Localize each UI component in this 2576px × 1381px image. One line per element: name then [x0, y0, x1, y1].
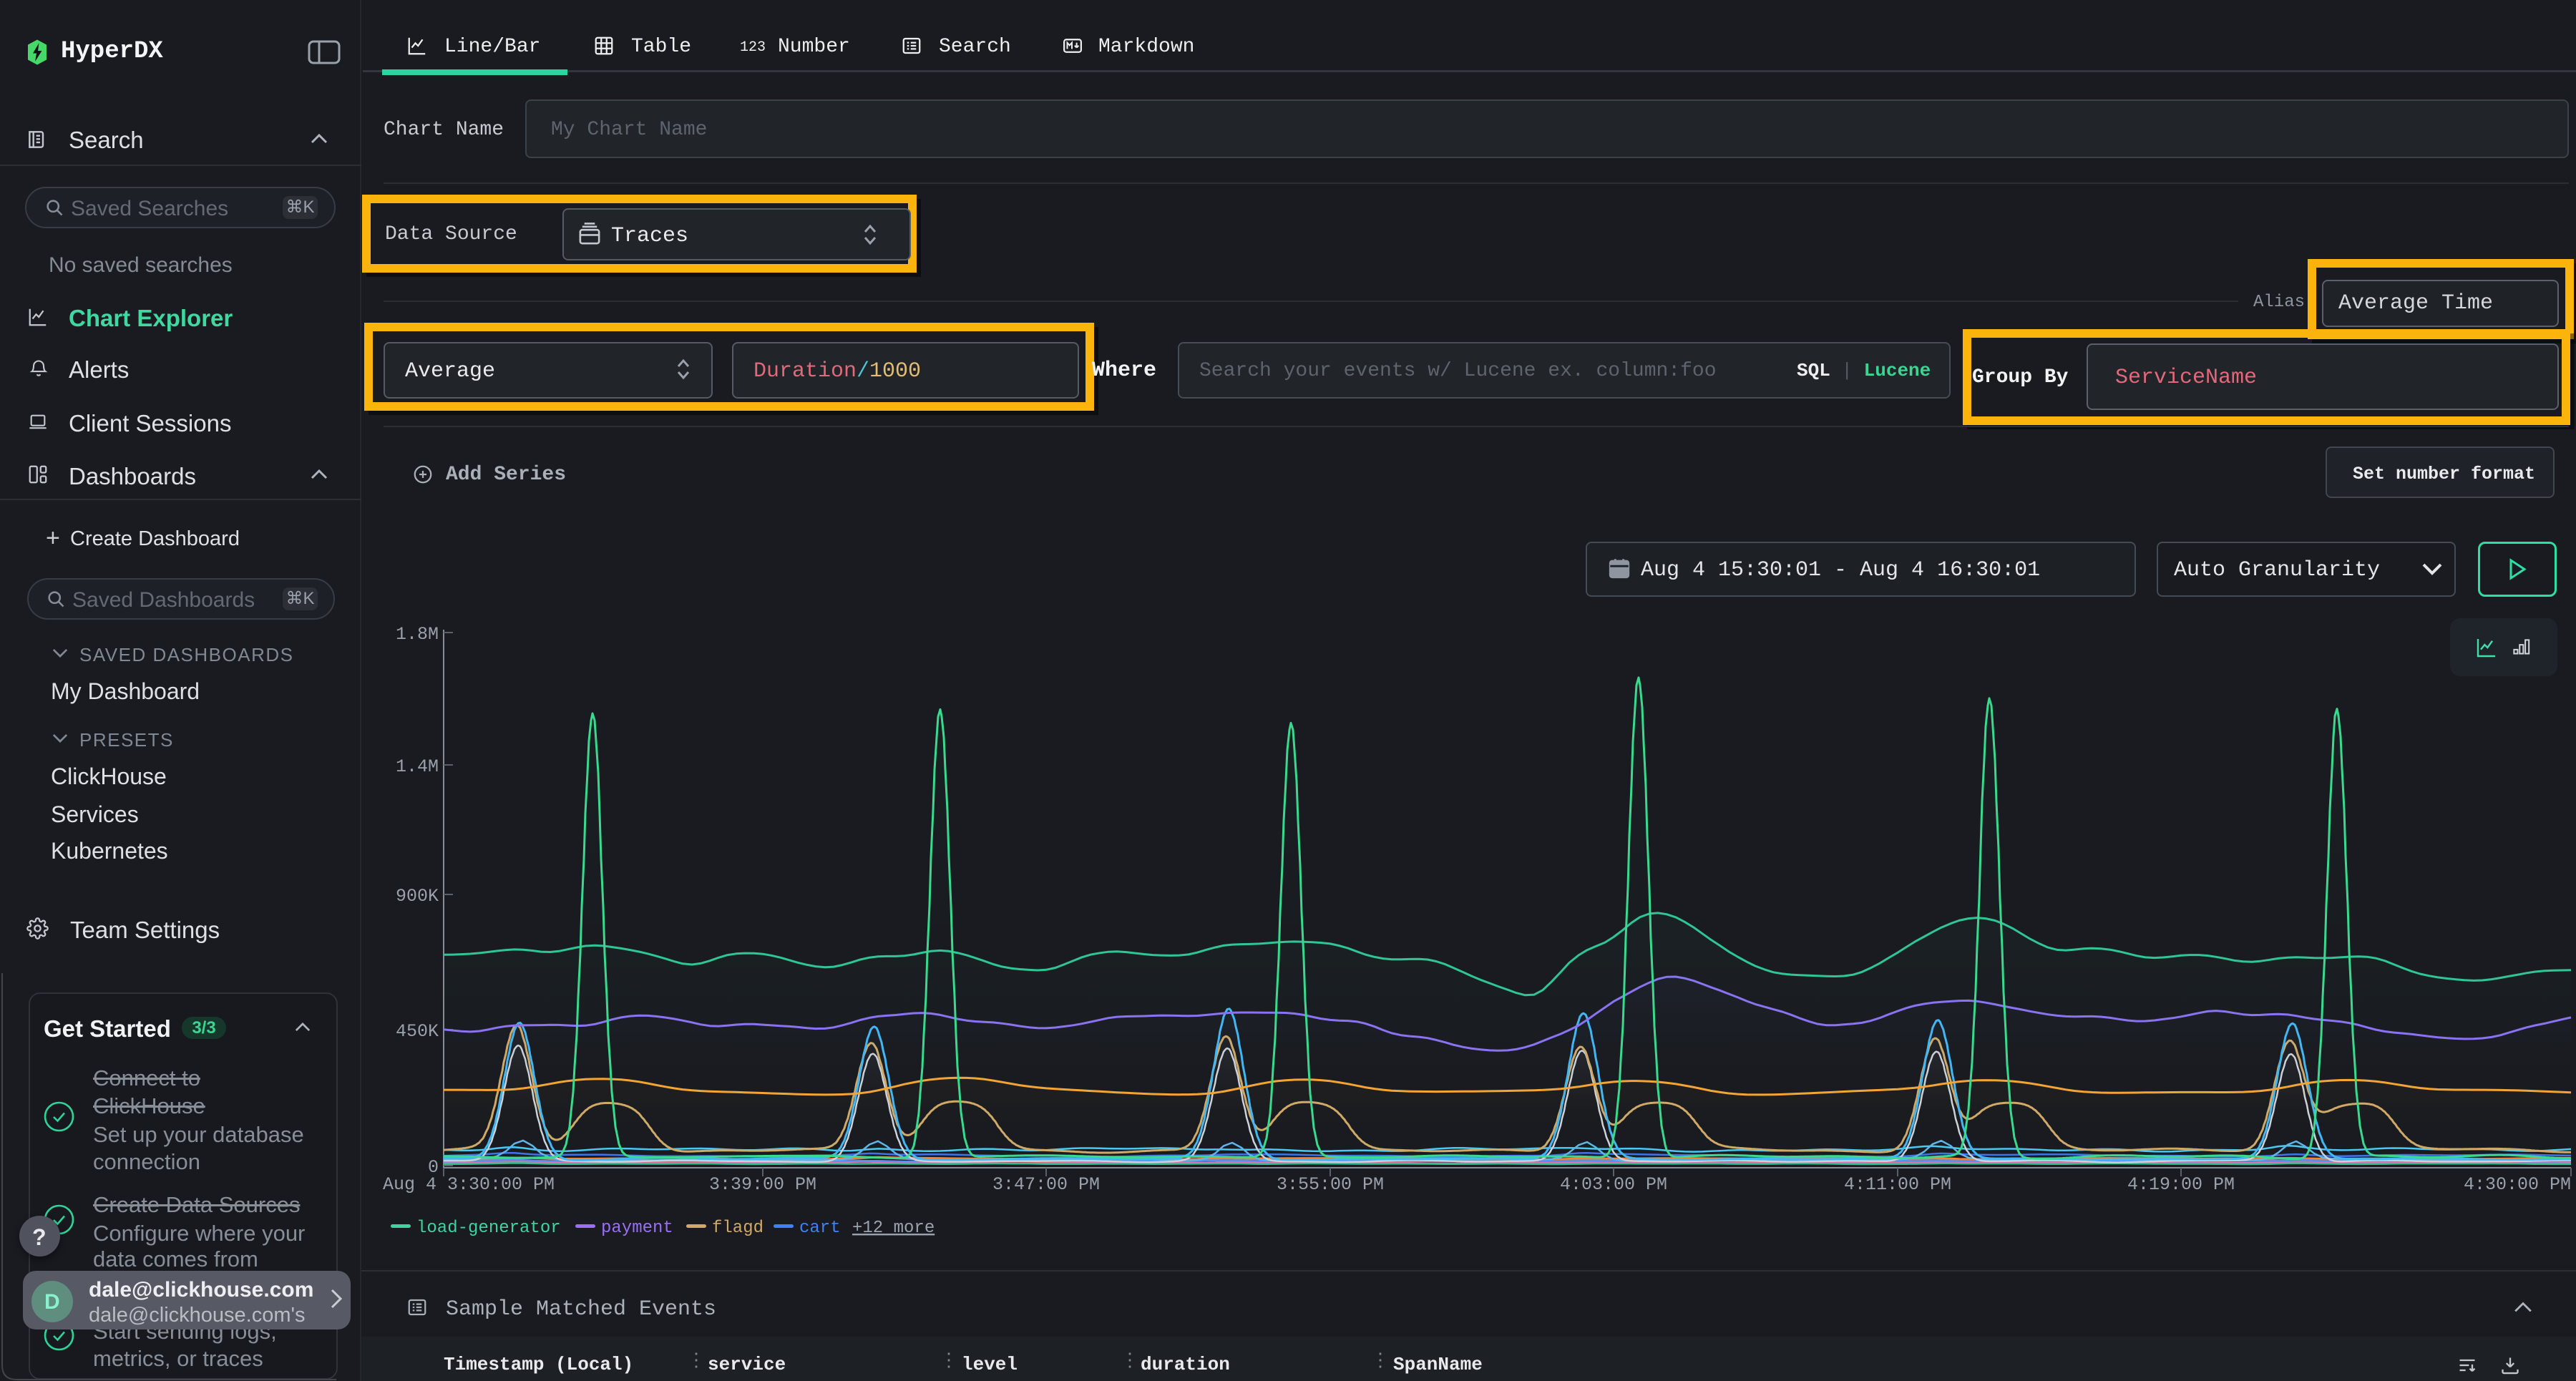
svg-text:4:11:00 PM: 4:11:00 PM [1844, 1174, 1951, 1195]
svg-text:Aug 4 3:30:00 PM: Aug 4 3:30:00 PM [383, 1174, 555, 1195]
svg-text:4:19:00 PM: 4:19:00 PM [2127, 1174, 2235, 1195]
svg-text:4:30:00 PM: 4:30:00 PM [2464, 1174, 2571, 1195]
svg-text:3:47:00 PM: 3:47:00 PM [992, 1174, 1100, 1195]
svg-text:900K: 900K [396, 886, 439, 907]
svg-text:0: 0 [428, 1157, 439, 1178]
svg-text:load-generator: load-generator [416, 1219, 561, 1238]
svg-text:450K: 450K [396, 1021, 439, 1042]
svg-text:4:03:00 PM: 4:03:00 PM [1560, 1174, 1667, 1195]
svg-text:3:55:00 PM: 3:55:00 PM [1277, 1174, 1384, 1195]
svg-text:1.4M: 1.4M [396, 756, 439, 777]
svg-text:+12 more: +12 more [852, 1219, 935, 1238]
svg-text:1.8M: 1.8M [396, 624, 439, 645]
svg-text:cart: cart [799, 1219, 841, 1238]
svg-text:payment: payment [601, 1219, 673, 1238]
svg-text:3:39:00 PM: 3:39:00 PM [709, 1174, 816, 1195]
svg-text:flagd: flagd [712, 1219, 763, 1238]
